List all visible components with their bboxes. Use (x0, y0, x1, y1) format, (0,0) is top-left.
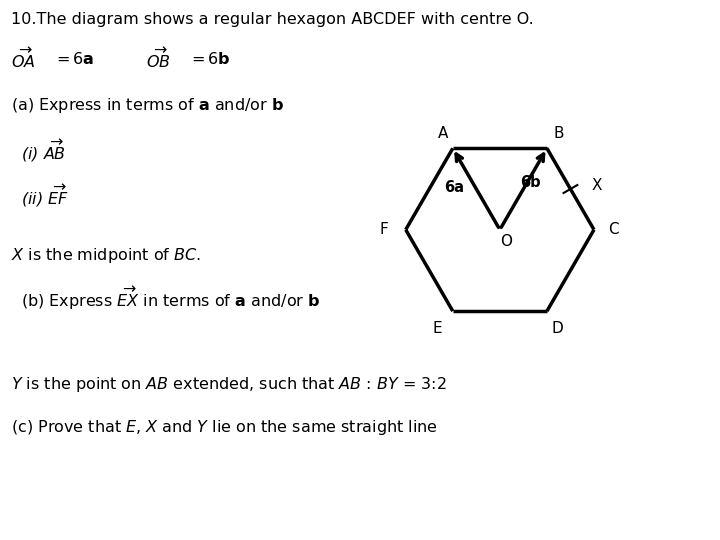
Text: D: D (551, 321, 563, 335)
Text: 10.The diagram shows a regular hexagon ABCDEF with centre O.: 10.The diagram shows a regular hexagon A… (12, 12, 534, 27)
Text: A: A (438, 126, 448, 141)
Text: (ii) $\overrightarrow{EF}$: (ii) $\overrightarrow{EF}$ (22, 182, 69, 209)
Text: C: C (608, 222, 619, 237)
Text: F: F (379, 222, 388, 237)
Text: O: O (500, 234, 512, 249)
Text: (a) Express in terms of $\mathbf{a}$ and/or $\mathbf{b}$: (a) Express in terms of $\mathbf{a}$ and… (12, 96, 284, 116)
Text: B: B (554, 126, 564, 141)
Text: $Y$ is the point on $AB$ extended, such that $AB$ : $BY$ = 3:2: $Y$ is the point on $AB$ extended, such … (12, 375, 447, 394)
Text: $X$ is the midpoint of $BC$.: $X$ is the midpoint of $BC$. (12, 246, 202, 265)
Text: (b) Express $\overrightarrow{EX}$ in terms of $\mathbf{a}$ and/or $\mathbf{b}$: (b) Express $\overrightarrow{EX}$ in ter… (22, 284, 320, 312)
Text: E: E (432, 321, 441, 335)
Text: (c) Prove that $E$, $X$ and $Y$ lie on the same straight line: (c) Prove that $E$, $X$ and $Y$ lie on t… (12, 417, 438, 437)
Text: X: X (591, 178, 602, 193)
Text: $\overrightarrow{OA}$: $\overrightarrow{OA}$ (12, 47, 36, 71)
Text: $= 6\mathbf{b}$: $= 6\mathbf{b}$ (188, 51, 230, 67)
Text: $\overrightarrow{OB}$: $\overrightarrow{OB}$ (146, 47, 171, 71)
Text: 6a: 6a (444, 179, 464, 194)
Text: 6b: 6b (520, 174, 541, 190)
Text: $= 6\mathbf{a}$: $= 6\mathbf{a}$ (53, 51, 94, 67)
Text: (i) $\overrightarrow{AB}$: (i) $\overrightarrow{AB}$ (22, 137, 66, 164)
